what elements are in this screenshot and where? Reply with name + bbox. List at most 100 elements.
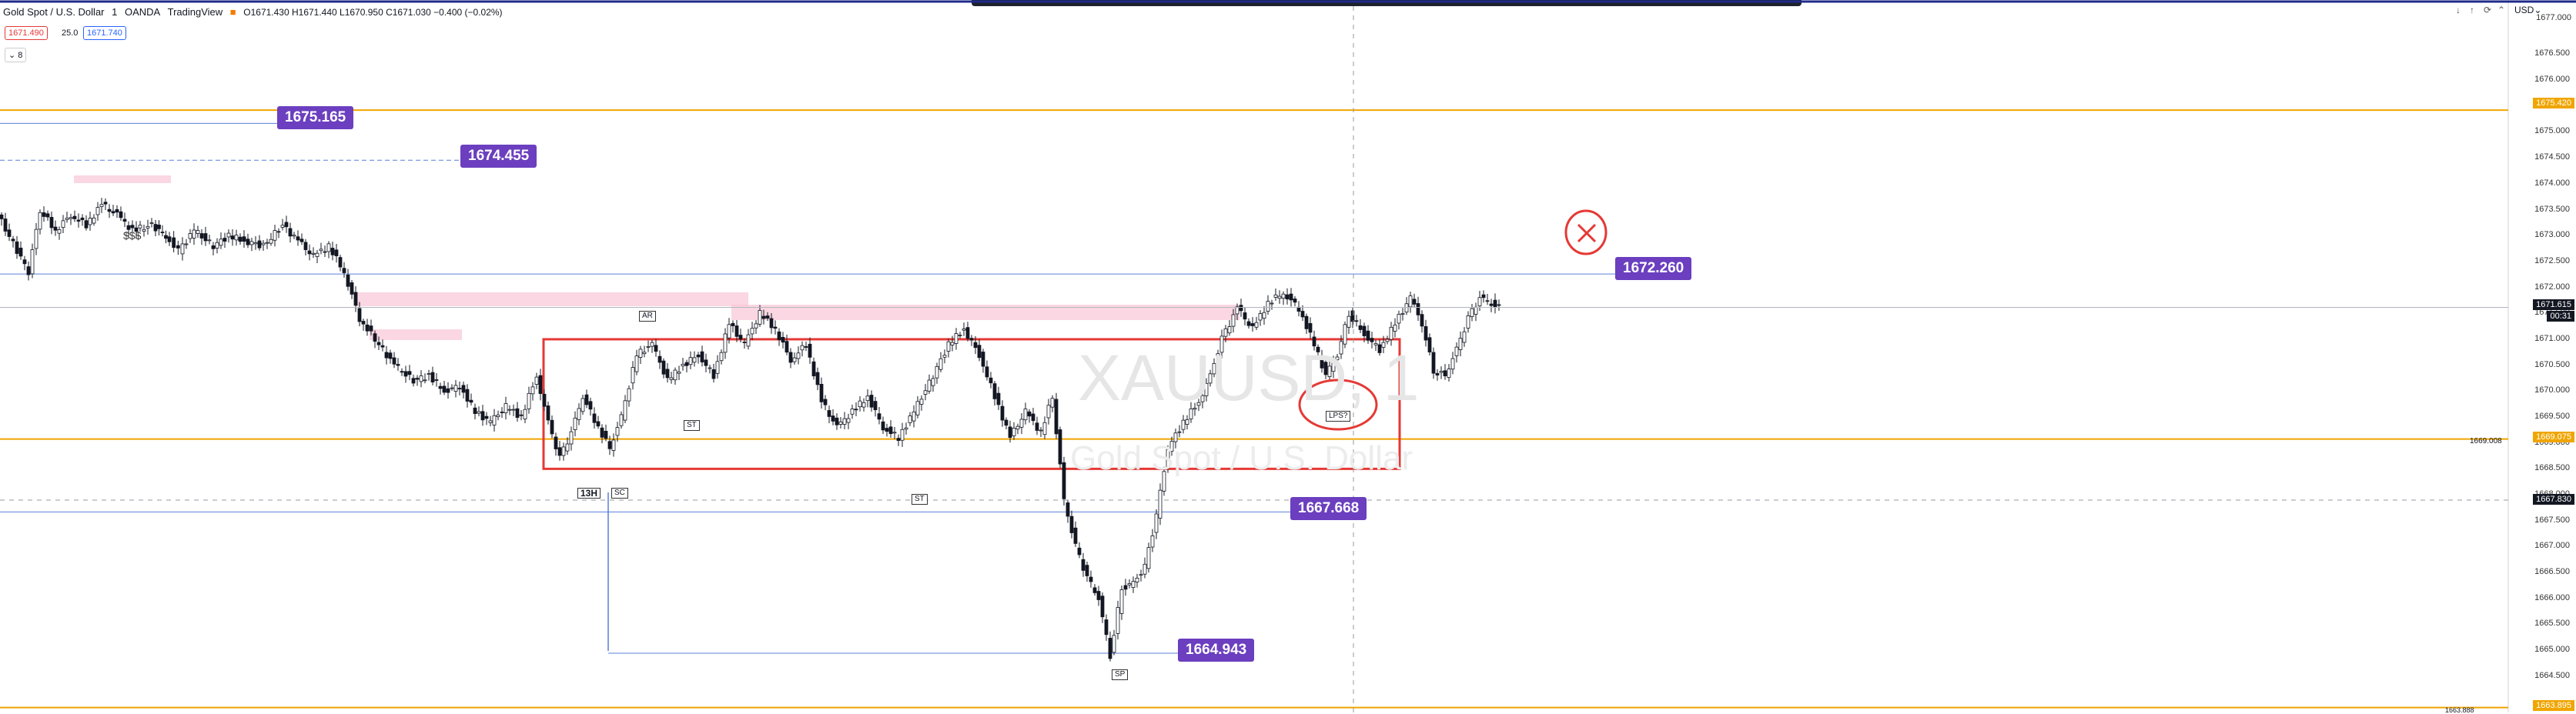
- candle-body: [758, 310, 762, 325]
- candle-body: [346, 274, 350, 287]
- candle-body: [673, 369, 677, 381]
- candle-body: [896, 438, 901, 441]
- arrow-up-icon[interactable]: ↑: [2470, 5, 2474, 15]
- candle-body: [284, 222, 289, 228]
- candle-body: [484, 415, 489, 419]
- candle-body: [57, 229, 62, 234]
- candle-body: [861, 402, 866, 408]
- drawing-toolbar[interactable]: [972, 0, 1802, 6]
- candle-body: [1285, 294, 1290, 300]
- currency-select[interactable]: USD⌄: [2514, 5, 2541, 15]
- level-callout-4[interactable]: 1667.668: [1290, 497, 1367, 520]
- price-tick-label: 1672.000: [2534, 282, 2570, 292]
- price-tick-label: 1676.500: [2534, 48, 2570, 58]
- candle-body: [731, 322, 735, 326]
- candle-body: [554, 436, 558, 449]
- candle-body: [1019, 419, 1024, 428]
- candle-body: [734, 325, 739, 337]
- candle-body: [1266, 301, 1270, 312]
- candle-body: [611, 439, 616, 451]
- candle-body: [3, 219, 8, 232]
- candle-body: [419, 375, 423, 382]
- candle-body: [1216, 353, 1220, 367]
- level-callout-1[interactable]: 1675.165: [277, 106, 354, 129]
- candle-body: [1223, 328, 1228, 337]
- candle-body: [580, 398, 585, 412]
- candle-body: [1031, 413, 1035, 422]
- candle-body: [1362, 325, 1367, 336]
- bid-price[interactable]: 1671.490: [5, 26, 48, 40]
- candle-body: [1431, 352, 1436, 374]
- candle-body: [561, 446, 566, 456]
- candle-body: [992, 383, 997, 399]
- candle-body: [761, 315, 766, 319]
- candle-body: [257, 240, 262, 249]
- level-callout-2[interactable]: 1674.455: [460, 145, 537, 168]
- candle-body: [369, 325, 373, 332]
- candle-body: [1270, 302, 1274, 305]
- candle-body: [1273, 294, 1278, 298]
- candle-body: [1015, 425, 1020, 430]
- candle-body: [211, 245, 216, 249]
- price-tick-label: 1666.500: [2534, 567, 2570, 577]
- candle-body: [461, 385, 466, 393]
- level-callout-3[interactable]: 1672.260: [1615, 257, 1692, 280]
- horizontal-levels: [0, 109, 2508, 709]
- candle-body: [207, 239, 212, 242]
- candle-body: [503, 403, 508, 413]
- indicator-toggle[interactable]: ⌄ 8: [5, 48, 27, 62]
- candle-body: [1004, 419, 1009, 426]
- candle-body: [442, 385, 447, 393]
- candle-body: [684, 362, 689, 366]
- candle-body: [164, 235, 168, 239]
- candle-body: [253, 242, 258, 245]
- candle-body: [1193, 407, 1197, 410]
- symbol-name[interactable]: Gold Spot / U.S. Dollar: [3, 6, 105, 18]
- candle-body: [631, 367, 635, 384]
- candle-body: [396, 364, 400, 366]
- candle-body: [1427, 337, 1432, 352]
- candle-body: [1347, 315, 1351, 328]
- candle-body: [473, 407, 477, 414]
- candle-body: [777, 331, 781, 341]
- candle-body: [330, 248, 335, 255]
- candle-body: [1350, 310, 1355, 322]
- candle-body: [115, 209, 119, 213]
- candle-body: [246, 239, 250, 245]
- candle-body: [677, 371, 681, 374]
- candle-body: [1381, 342, 1386, 348]
- candle-body: [303, 242, 308, 250]
- ask-price[interactable]: 1671.740: [83, 26, 126, 40]
- collapse-icon[interactable]: ⌃: [2497, 5, 2506, 15]
- candle-body: [1219, 335, 1224, 353]
- candle-body: [1423, 326, 1428, 341]
- candle-body: [700, 351, 704, 362]
- candle-body: [334, 249, 339, 256]
- candle-body: [1447, 369, 1451, 379]
- candle-body: [646, 346, 651, 348]
- candle-body: [1385, 339, 1390, 342]
- candle-body: [654, 345, 658, 352]
- market-status-icon: ■: [229, 6, 236, 18]
- candle-body: [249, 241, 254, 245]
- st-label-1: ST: [684, 420, 700, 431]
- candle-body: [696, 354, 701, 358]
- arrow-down-icon[interactable]: ↓: [2456, 5, 2461, 15]
- st-label-2: ST: [912, 494, 928, 505]
- candle-body: [1112, 635, 1116, 653]
- candle-body: [846, 418, 851, 423]
- candle-body: [642, 352, 647, 355]
- candle-body: [634, 355, 639, 372]
- candle-body: [650, 342, 654, 347]
- candle-body: [1092, 587, 1097, 593]
- candle-body: [350, 282, 354, 295]
- candle-body: [26, 266, 31, 275]
- level-callout-5[interactable]: 1664.943: [1178, 639, 1255, 662]
- candle-body: [904, 427, 908, 430]
- interval[interactable]: 1: [112, 6, 118, 18]
- candle-body: [15, 241, 19, 254]
- candle-body: [715, 361, 720, 374]
- watermark-name: Gold Spot / U.S. Dollar: [1070, 439, 1413, 477]
- refresh-icon[interactable]: ⟳: [2484, 5, 2492, 15]
